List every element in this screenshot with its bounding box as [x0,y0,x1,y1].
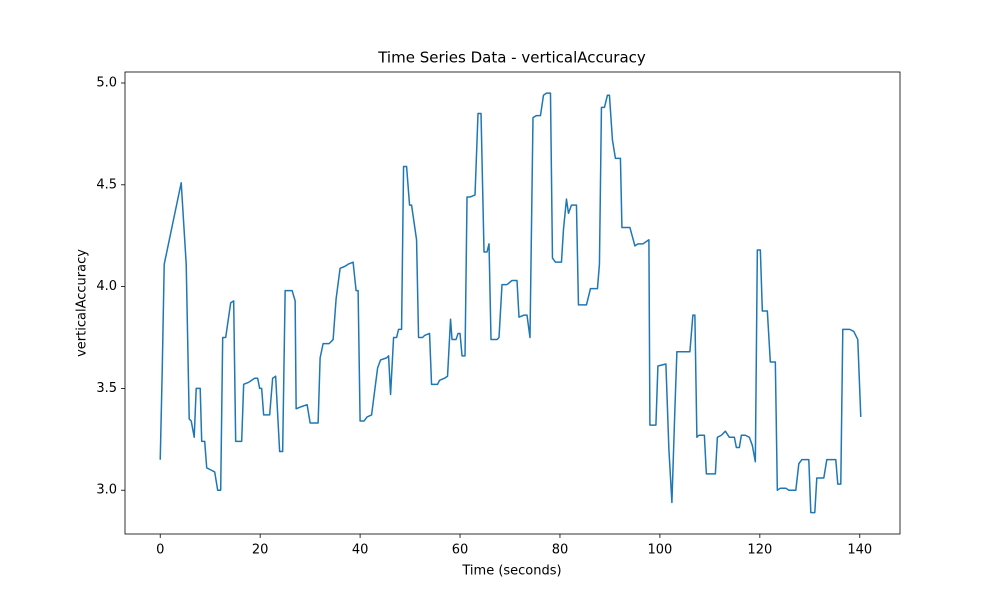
x-tick-label: 60 [452,543,469,558]
x-axis-label: Time (seconds) [461,564,561,579]
x-tick-label: 20 [252,543,269,558]
x-tick-label: 40 [352,543,369,558]
x-tick-label: 120 [747,543,772,558]
y-axis-label: verticalAccuracy [75,249,90,357]
y-tick-label: 3.5 [96,381,117,396]
plot-frame [124,71,901,535]
chart-title: Time Series Data - verticalAccuracy [377,49,646,67]
x-tick-label: 140 [847,543,872,558]
data-line [159,92,862,514]
x-tick-label: 80 [552,543,569,558]
y-tick-label: 4.5 [96,177,117,192]
x-tick-label: 0 [156,543,164,558]
y-tick-label: 3.0 [96,483,117,498]
x-tick-label: 100 [647,543,672,558]
y-tick-label: 4.0 [96,279,117,294]
y-tick-label: 5.0 [96,75,117,90]
